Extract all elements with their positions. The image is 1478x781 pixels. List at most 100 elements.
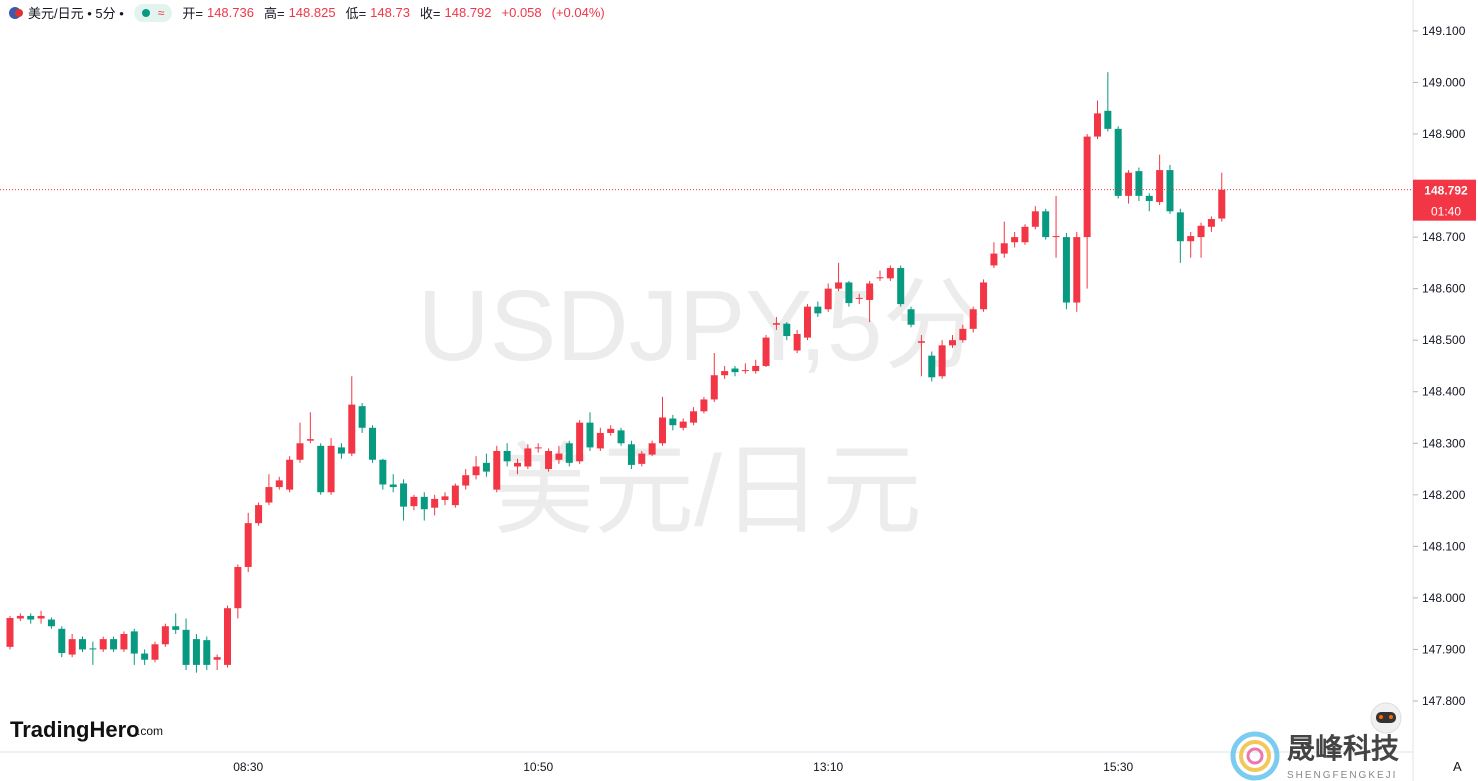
y-tick-label: 148.500 (1422, 333, 1466, 347)
candle-body (793, 333, 801, 351)
candle-body (462, 475, 470, 486)
candle-body (317, 445, 325, 493)
y-tick-label: 148.000 (1422, 591, 1466, 605)
candle-body (27, 615, 35, 620)
candle-body (1042, 211, 1050, 238)
candle-body (638, 453, 646, 464)
candle-body (959, 328, 967, 341)
high-value: 148.825 (288, 5, 336, 20)
brand-right-sub: SHENGFENGKEJI (1287, 770, 1397, 781)
candle-body (1176, 212, 1184, 242)
candle-body (431, 498, 439, 508)
candle-body (130, 631, 138, 654)
right-logo (1230, 731, 1280, 781)
candle-body (99, 639, 107, 650)
y-tick-label: 148.100 (1422, 539, 1466, 553)
y-tick-label: 149.000 (1422, 75, 1466, 89)
candle-body (928, 355, 936, 378)
candle-body (907, 309, 915, 325)
candle-body (669, 418, 677, 426)
candle-body (1083, 136, 1091, 238)
candle-body (741, 370, 749, 372)
candle-body (482, 462, 490, 472)
candle-body (472, 466, 480, 476)
candle-body (886, 268, 894, 279)
candle-body (1187, 236, 1195, 242)
candle-body (286, 459, 294, 490)
candle-body (752, 365, 760, 372)
watermark-name: 美元/日元 (494, 435, 922, 547)
price-tag-countdown: 01:40 (1431, 205, 1461, 219)
candle-body (731, 368, 739, 373)
high-label: 高= (263, 6, 285, 21)
candle-body (420, 496, 428, 510)
candle-body (213, 657, 221, 660)
candle-body (110, 639, 118, 650)
candle-body (658, 417, 666, 444)
robot-icon (1370, 702, 1402, 734)
candle-body (16, 615, 24, 619)
candle-body (1021, 226, 1029, 243)
y-tick-label: 147.900 (1422, 642, 1466, 656)
candle-body (762, 337, 770, 366)
x-tick-label: 13:10 (813, 760, 843, 774)
watermark-symbol: USDJPY,5分 (417, 270, 982, 382)
candle-body (255, 505, 263, 524)
candle-body (524, 448, 532, 467)
candle-body (596, 432, 604, 449)
candle-body (265, 487, 273, 503)
y-tick-label: 148.300 (1422, 436, 1466, 450)
candle-body (783, 323, 791, 337)
candle-body (814, 306, 822, 314)
brand-right: 晟峰科技 (1287, 733, 1399, 764)
candle-body (897, 268, 905, 305)
low-label: 低= (345, 6, 367, 21)
candle-body (327, 445, 335, 493)
y-tick-label: 149.100 (1422, 24, 1466, 38)
candle-body (234, 566, 242, 609)
candle-body (379, 459, 387, 485)
candle-body (1166, 170, 1174, 212)
candle-body (648, 443, 656, 455)
candle-body (866, 283, 874, 300)
candle-body (513, 462, 521, 467)
candle-body (89, 648, 97, 650)
candle-body (990, 253, 998, 266)
candle-body (161, 626, 169, 645)
candle-body (306, 439, 314, 441)
candle-body (358, 406, 366, 428)
candle-body (400, 483, 408, 507)
candle-body (1207, 219, 1215, 227)
candle-body (917, 341, 925, 343)
candle-body (690, 411, 698, 423)
candle-body (151, 644, 159, 660)
candle-body (1062, 237, 1070, 303)
candle-body (969, 309, 977, 329)
candle-body (855, 297, 863, 299)
price-tag (1413, 179, 1476, 221)
candle-body (980, 282, 988, 310)
candle-body (68, 639, 76, 655)
y-tick-label: 148.600 (1422, 282, 1466, 296)
status-pill[interactable]: ≈ (133, 3, 173, 22)
low-value: 148.73 (370, 5, 410, 20)
candle-body (244, 523, 252, 567)
candle-body (565, 443, 573, 463)
x-tick-label: 15:30 (1103, 760, 1133, 774)
candle-body (348, 404, 356, 454)
open-value: 148.736 (206, 5, 254, 20)
candle-body (389, 484, 397, 488)
candle-body (617, 430, 625, 444)
candle-body (141, 653, 149, 660)
auto-scale-button[interactable]: A (1453, 759, 1462, 774)
candle-body (1000, 243, 1008, 254)
candle-body (1031, 211, 1039, 227)
candle-body (368, 427, 376, 460)
candle-body (275, 480, 283, 488)
x-tick-label: 08:30 (233, 760, 263, 774)
change-percent: (+0.04%) (551, 5, 605, 20)
close-label: 收= (419, 6, 441, 21)
brand-left-domain: .com (137, 724, 163, 738)
candle-body (948, 340, 956, 346)
